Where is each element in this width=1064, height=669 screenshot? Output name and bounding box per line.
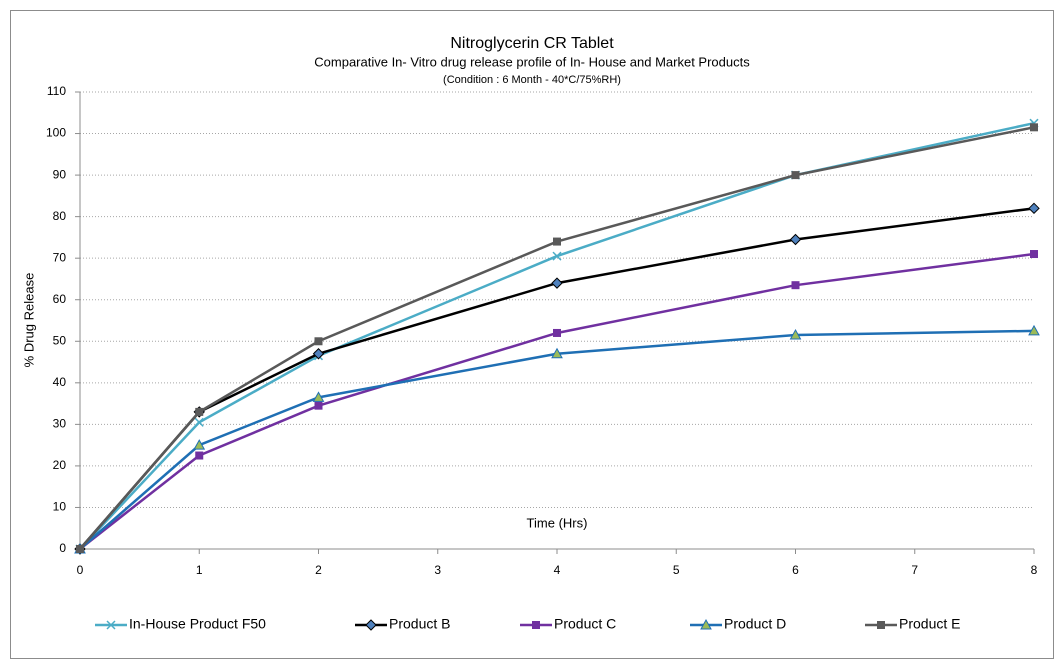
- x-tick-label: 4: [554, 563, 561, 577]
- legend-label: Product C: [554, 616, 616, 632]
- x-tick-label: 0: [77, 563, 84, 577]
- marker: [551, 347, 563, 359]
- y-tick-label: 10: [53, 500, 67, 514]
- y-tick-label: 110: [47, 84, 66, 98]
- marker: [194, 417, 204, 427]
- legend-item: Product B: [355, 616, 450, 632]
- legend-item: Product E: [865, 616, 960, 632]
- y-tick-label: 100: [46, 126, 66, 140]
- marker: [1028, 324, 1040, 336]
- marker: [877, 621, 885, 629]
- marker: [106, 620, 116, 630]
- series-line: [79, 329, 1035, 550]
- marker: [76, 545, 84, 553]
- marker: [789, 329, 802, 340]
- marker: [193, 439, 206, 450]
- marker: [791, 281, 800, 290]
- y-tick-label: 60: [53, 292, 67, 306]
- marker: [312, 391, 325, 402]
- x-tick-label: 5: [673, 563, 680, 577]
- marker: [532, 621, 540, 629]
- y-tick-label: 30: [53, 417, 67, 431]
- chart-condition: (Condition : 6 Month - 40*C/75%RH): [443, 74, 621, 86]
- chart-subtitle: Comparative In- Vitro drug release profi…: [314, 54, 750, 69]
- marker: [700, 618, 712, 630]
- marker: [314, 337, 323, 346]
- marker: [312, 348, 325, 360]
- y-axis-label: % Drug Release: [21, 273, 36, 368]
- y-tick-label: 70: [53, 250, 67, 264]
- y-tick-label: 40: [53, 375, 67, 389]
- marker: [314, 401, 323, 410]
- x-tick-label: 6: [792, 563, 799, 577]
- marker: [1030, 250, 1038, 259]
- y-tick-label: 80: [53, 209, 67, 223]
- legend-label: Product D: [724, 616, 786, 632]
- legend-label: Product B: [389, 616, 450, 632]
- legend-label: In-House Product F50: [129, 616, 266, 632]
- x-tick-label: 1: [196, 563, 203, 577]
- y-tick-label: 50: [53, 333, 67, 347]
- marker: [551, 277, 563, 289]
- marker: [195, 407, 204, 416]
- series-line: [79, 252, 1035, 550]
- marker: [553, 237, 561, 246]
- y-tick-label: 20: [53, 458, 67, 472]
- x-tick-label: 7: [911, 563, 918, 577]
- chart-title: Nitroglycerin CR Tablet: [450, 35, 614, 52]
- marker: [789, 233, 802, 246]
- y-tick-label: 0: [59, 541, 66, 555]
- x-tick-label: 3: [434, 563, 441, 577]
- x-tick-label: 2: [315, 563, 322, 577]
- marker: [195, 451, 204, 460]
- series-line: [79, 126, 1035, 550]
- x-tick-label: 8: [1031, 563, 1038, 577]
- marker: [1028, 202, 1040, 215]
- legend-item: Product D: [690, 616, 786, 632]
- marker: [1030, 123, 1038, 132]
- legend-label: Product E: [899, 616, 960, 632]
- marker: [791, 171, 800, 180]
- y-tick-label: 90: [53, 167, 67, 181]
- marker: [553, 328, 561, 337]
- marker: [552, 251, 562, 261]
- legend-item: Product C: [520, 616, 616, 632]
- x-axis-label: Time (Hrs): [527, 515, 588, 530]
- legend-item: In-House Product F50: [95, 616, 266, 632]
- marker: [365, 619, 377, 631]
